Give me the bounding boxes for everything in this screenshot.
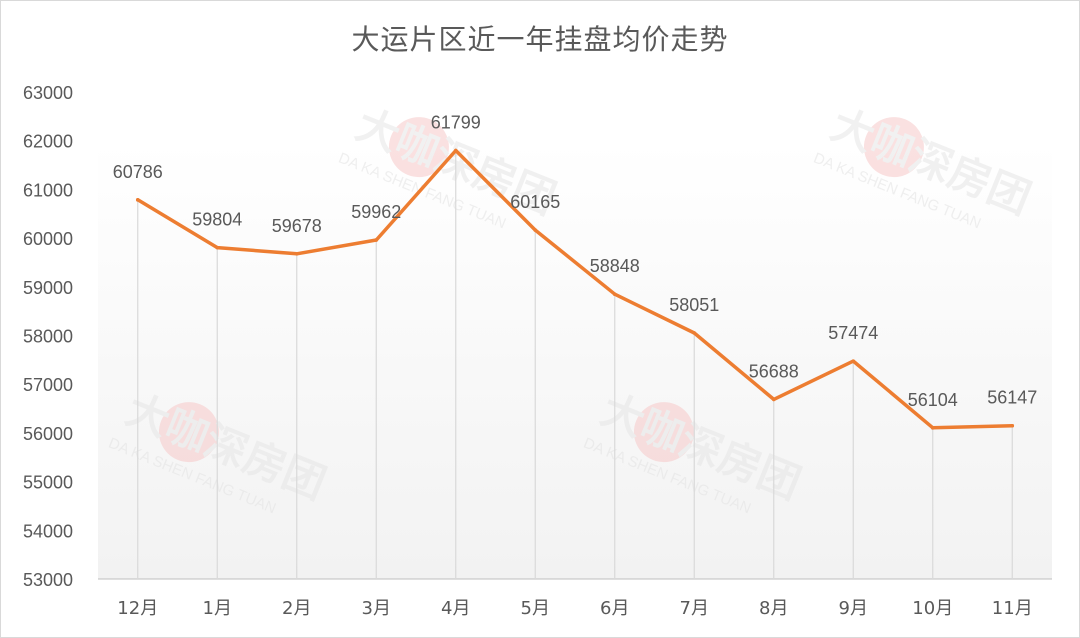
x-tick-label: 5月 <box>521 598 550 619</box>
data-label: 58051 <box>669 295 719 315</box>
data-point <box>215 245 220 250</box>
data-label: 59804 <box>192 210 242 230</box>
x-tick-label: 12月 <box>117 598 158 619</box>
data-label: 56688 <box>749 361 799 381</box>
data-label: 59678 <box>272 216 322 236</box>
data-label: 60786 <box>113 162 163 182</box>
chart-title: 大运片区近一年挂盘均价走势 <box>351 23 729 56</box>
y-tick-label: 58000 <box>23 327 73 347</box>
data-label: 58848 <box>590 256 640 276</box>
x-tick-label: 2月 <box>282 598 311 619</box>
y-tick-label: 60000 <box>23 229 73 249</box>
data-point <box>135 198 140 202</box>
x-tick-label: 11月 <box>992 598 1033 619</box>
data-label: 56104 <box>908 390 958 410</box>
x-tick-label: 9月 <box>839 598 868 619</box>
x-tick-label: 7月 <box>680 598 709 619</box>
y-tick-label: 55000 <box>23 473 73 493</box>
data-point <box>612 292 617 297</box>
x-tick-label: 1月 <box>203 598 232 619</box>
data-point <box>453 148 458 153</box>
data-point <box>533 228 538 232</box>
data-point <box>771 397 776 402</box>
data-point <box>930 426 935 430</box>
x-tick-label: 10月 <box>912 598 953 619</box>
data-point <box>1010 423 1015 428</box>
plot-background <box>98 142 1052 579</box>
data-label: 56147 <box>987 388 1037 408</box>
y-tick-label: 62000 <box>23 132 73 152</box>
y-tick-label: 59000 <box>23 278 73 298</box>
y-tick-label: 53000 <box>23 570 73 590</box>
x-tick-label: 6月 <box>600 598 629 619</box>
x-tick-label: 8月 <box>759 598 788 619</box>
data-point <box>294 251 299 256</box>
data-point <box>692 331 697 335</box>
data-label: 61799 <box>431 112 481 132</box>
data-point <box>851 359 856 363</box>
data-label: 59962 <box>351 202 401 222</box>
data-label: 60165 <box>510 192 560 212</box>
y-tick-label: 63000 <box>23 83 73 103</box>
series-line <box>136 148 1015 430</box>
y-tick-label: 56000 <box>23 424 73 444</box>
y-tick-label: 57000 <box>23 375 73 395</box>
x-tick-label: 3月 <box>362 598 391 619</box>
x-tick-label: 4月 <box>441 598 470 619</box>
y-tick-label: 61000 <box>23 180 73 200</box>
y-tick-label: 54000 <box>23 521 73 541</box>
data-point <box>374 238 379 242</box>
data-label: 57474 <box>828 323 878 343</box>
